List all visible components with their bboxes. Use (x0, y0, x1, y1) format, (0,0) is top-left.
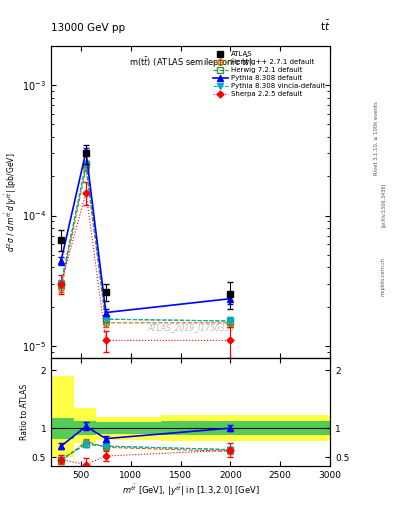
Text: [arXiv:1306.3436]: [arXiv:1306.3436] (381, 183, 386, 227)
Text: 13000 GeV pp: 13000 GeV pp (51, 23, 125, 33)
Text: m(t$\bar{t}$) (ATLAS semileptonic t$\bar{t}$): m(t$\bar{t}$) (ATLAS semileptonic t$\bar… (129, 55, 252, 70)
X-axis label: $m^{t\bar{t}}$ [GeV], $|y^{t\bar{t}}|$ in [1.3,2.0] [GeV]: $m^{t\bar{t}}$ [GeV], $|y^{t\bar{t}}|$ i… (122, 482, 259, 498)
Text: mcplots.cern.ch: mcplots.cern.ch (381, 257, 386, 296)
Y-axis label: $d^2\sigma$ / $d\,m^{t\bar{t}}\,d\,|y^{t\bar{t}}|$ [pb/GeV]: $d^2\sigma$ / $d\,m^{t\bar{t}}\,d\,|y^{t… (4, 153, 19, 252)
Text: Rivet 3.1.10, ≥ 100k events: Rivet 3.1.10, ≥ 100k events (374, 101, 379, 175)
Y-axis label: Ratio to ATLAS: Ratio to ATLAS (20, 384, 29, 440)
Text: t$\bar{t}$: t$\bar{t}$ (320, 19, 330, 33)
Legend: ATLAS, Herwig++ 2.7.1 default, Herwig 7.2.1 default, Pythia 8.308 default, Pythi: ATLAS, Herwig++ 2.7.1 default, Herwig 7.… (211, 50, 327, 99)
Text: ATLAS_2019_I1750330: ATLAS_2019_I1750330 (147, 323, 234, 332)
